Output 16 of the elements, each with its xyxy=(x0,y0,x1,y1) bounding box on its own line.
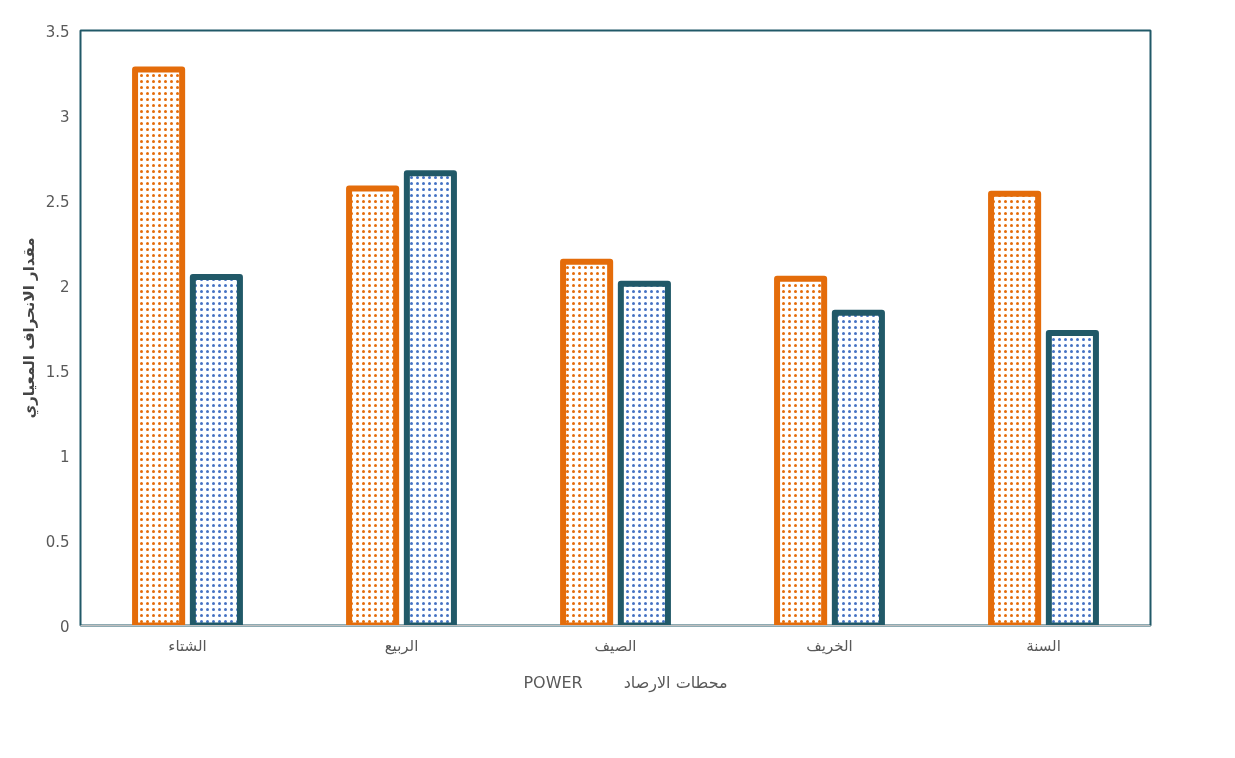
y-tick-label: 0.5 xyxy=(45,532,70,551)
x-tick-label: الصيف xyxy=(594,636,637,655)
x-tick-label: الشتاء xyxy=(168,636,207,655)
y-axis-title: مقدار الانحراف المعياري xyxy=(19,237,39,419)
y-tick-label: 3 xyxy=(59,107,70,126)
y-tick-label: 1.5 xyxy=(45,362,70,381)
y-tick-label: 0 xyxy=(59,617,70,636)
text: محطات الارصاد xyxy=(623,672,728,692)
y-tick-label: 1 xyxy=(59,447,70,466)
y-tick-label: 2 xyxy=(59,277,70,296)
y-tick-label: 2.5 xyxy=(45,192,70,211)
x-tick-label: السنة xyxy=(1026,636,1061,655)
y-tick-label: 3.5 xyxy=(45,22,70,41)
x-tick-label: الربيع xyxy=(384,636,419,655)
text: POWER xyxy=(523,672,583,692)
x-tick-label: الخريف xyxy=(806,636,853,655)
